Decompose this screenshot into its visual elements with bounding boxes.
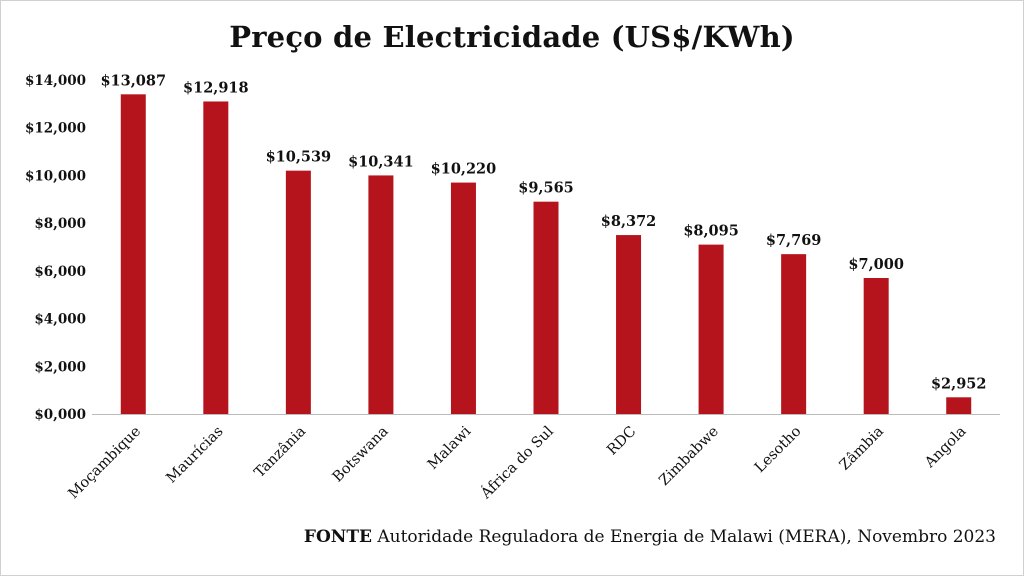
x-axis-labels: Moçambique Maurícias Tanzânia Botswana Malaw… [65,422,969,503]
data-label: $10,341 [348,153,414,170]
x-tick-label: Angola [921,423,969,471]
data-label: $7,000 [848,256,904,273]
bar [450,182,476,414]
bars-group [120,94,972,415]
x-tick-label: Zimbabwe [656,424,722,490]
bar [285,170,311,414]
data-label: $9,565 [518,180,574,197]
bar [533,201,559,414]
bar [616,235,642,414]
chart-title: Preço de Electricidade (US$/KWh) [229,20,795,54]
bar [781,254,807,414]
source-label: FONTE [303,527,372,547]
y-tick-label: $10,000 [25,168,86,184]
data-label: $8,372 [601,213,657,230]
y-tick-label: $0,000 [34,407,86,423]
y-tick-label: $6,000 [34,264,86,280]
x-tick-label: Maurícias [164,424,227,487]
y-tick-label: $2,000 [34,359,86,375]
source-note: FONTE Autoridade Reguladora de Energia d… [304,527,996,547]
bar [946,397,972,414]
bar [368,175,394,414]
data-label: $13,087 [100,72,166,89]
data-label: $10,539 [266,149,332,166]
x-tick-label: Moçambique [65,424,144,503]
source-text: Autoridade Reguladora de Energia de Mala… [377,527,996,547]
y-axis: $0,000 $2,000 $4,000 $6,000 $8,000 $10,000 $12… [25,73,86,423]
y-tick-label: $8,000 [34,216,86,232]
data-label: $7,769 [766,232,822,249]
data-labels-group: $13,087 $12,918 $10,539 $10,341 $10,220 $9,56… [100,72,986,392]
bar [863,278,889,414]
x-tick-label: África do Sul [476,422,557,503]
y-tick-label: $4,000 [34,312,86,328]
data-label: $2,952 [931,375,987,392]
data-label: $10,220 [431,161,497,178]
data-label: $12,918 [183,79,249,96]
y-tick-label: $14,000 [25,73,86,89]
x-tick-label: Malawi [425,423,475,473]
bar [120,94,146,415]
bar [698,244,724,414]
x-tick-label: Botswana [330,423,392,485]
x-tick-label: Zâmbia [837,423,887,473]
x-tick-label: RDC [604,424,639,459]
x-tick-label: Lesotho [752,424,805,477]
bar [203,101,229,414]
y-tick-label: $12,000 [25,121,86,137]
data-label: $8,095 [683,223,739,240]
x-tick-label: Tanzânia [252,423,310,481]
